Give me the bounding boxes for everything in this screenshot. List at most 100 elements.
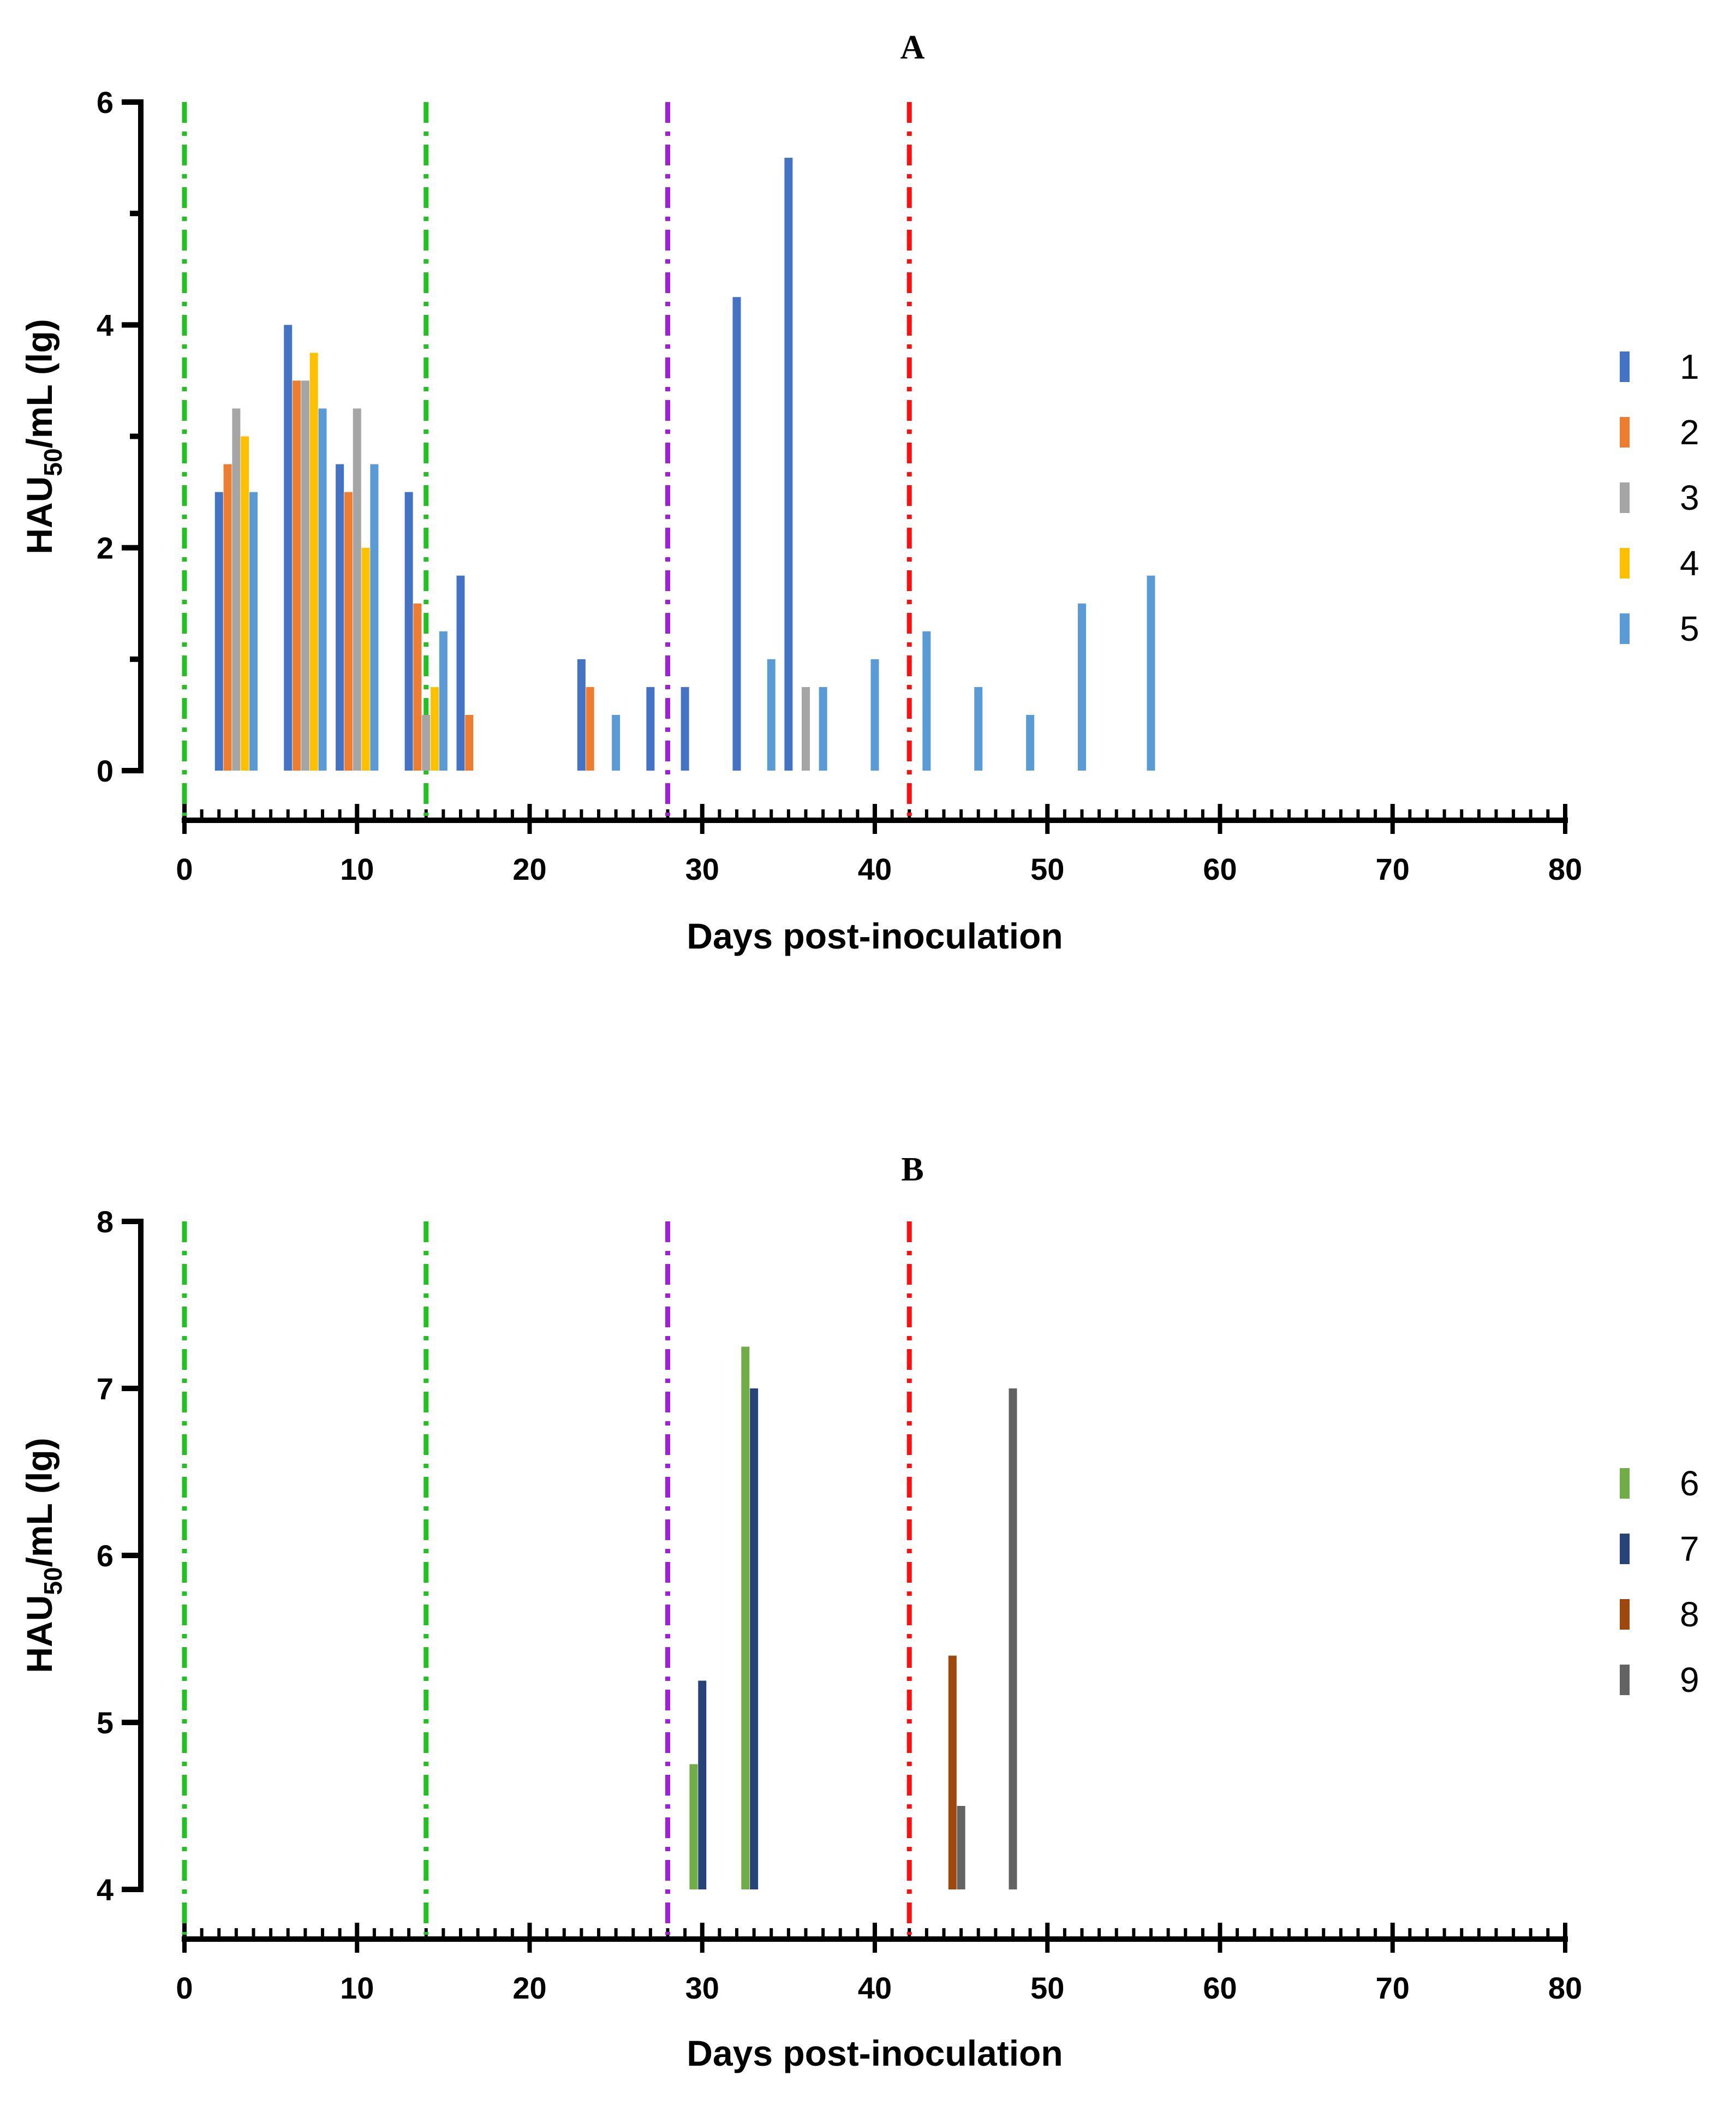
bar-series-5	[1147, 575, 1155, 771]
x-tick-label: 70	[1376, 1971, 1410, 2005]
chart-title: A	[900, 29, 925, 66]
x-tick-label: 0	[176, 1971, 193, 2005]
bar-series-2	[586, 687, 594, 771]
legend-swatch-6	[1620, 1468, 1630, 1499]
bar-series-3	[301, 380, 309, 771]
legend-swatch-5	[1620, 613, 1630, 644]
bar-series-6	[689, 1764, 698, 1889]
y-tick-label: 8	[97, 1204, 114, 1239]
bar-series-1	[284, 325, 293, 771]
bar-series-5	[439, 631, 448, 771]
bar-series-4	[241, 436, 249, 771]
bar-series-2	[344, 492, 353, 771]
y-axis-label: HAU50/mL (lg)	[19, 1438, 67, 1673]
bar-series-1	[577, 659, 586, 771]
x-tick-label: 80	[1548, 852, 1582, 886]
bar-series-5	[1026, 714, 1035, 771]
y-axis-label-rest: /mL (lg)	[19, 1438, 59, 1567]
legend-swatch-4	[1620, 548, 1630, 579]
bar-series-5	[819, 687, 827, 771]
x-tick-label: 20	[512, 1971, 546, 2005]
legend-label: 3	[1680, 478, 1699, 517]
bar-series-1	[336, 464, 344, 771]
y-tick-label: 6	[97, 85, 114, 120]
x-tick-label: 10	[340, 852, 374, 886]
legend-label: 5	[1680, 609, 1699, 648]
y-axis-label-main: HAU	[19, 476, 59, 554]
panel-a: A 0 2 4 6 HAU50/mL (lg) 0 10 20 30 40 50 60 70 80 Days …	[19, 29, 1699, 956]
legend-label: 9	[1680, 1660, 1699, 1699]
bar-series-5	[767, 659, 775, 771]
legend-label: 2	[1680, 413, 1699, 452]
bar-series-3	[232, 408, 241, 771]
x-tick-label: 0	[176, 852, 193, 886]
bar-series-2	[413, 603, 422, 771]
y-tick-label: 4	[97, 308, 114, 342]
y-axis-label-main: HAU	[19, 1595, 59, 1673]
bar-series-1	[214, 492, 223, 771]
legend-label: 4	[1680, 544, 1699, 583]
bar-series-7	[698, 1680, 707, 1889]
x-tick-label: 20	[512, 852, 546, 886]
bar-series-3	[422, 714, 431, 771]
legend-swatch-3	[1620, 482, 1630, 513]
y-axis-label-sub: 50	[39, 448, 67, 476]
y-tick-label: 7	[97, 1371, 114, 1406]
bar-series-9	[957, 1806, 965, 1889]
bar-series-2	[293, 380, 301, 771]
bar-series-6	[741, 1346, 750, 1889]
bar-series-3	[802, 687, 810, 771]
bar-series-2	[465, 714, 474, 771]
bar-series-1	[404, 492, 413, 771]
x-axis-label: Days post-inoculation	[687, 916, 1063, 956]
bar-series-5	[870, 659, 879, 771]
legend-swatch-1	[1620, 351, 1630, 382]
x-tick-label: 40	[858, 1971, 892, 2005]
legend-label: 6	[1680, 1464, 1699, 1503]
bar-series-8	[948, 1655, 957, 1889]
y-axis-label: HAU50/mL (lg)	[19, 319, 67, 554]
bar-series-5	[370, 464, 379, 771]
bar-series-5	[1078, 603, 1086, 771]
legend-label: 7	[1680, 1529, 1699, 1569]
y-tick-label: 2	[97, 531, 114, 565]
bar-series-2	[223, 464, 232, 771]
bar-series-7	[750, 1388, 759, 1889]
bar-series-4	[361, 547, 370, 771]
x-tick-label: 10	[340, 1971, 374, 2005]
x-tick-label: 50	[1030, 1971, 1064, 2005]
bar-series-9	[1009, 1388, 1017, 1889]
bar-series-1	[681, 687, 689, 771]
legend-swatch-2	[1620, 417, 1630, 448]
bar-series-5	[974, 687, 983, 771]
bar-series-3	[353, 408, 361, 771]
y-tick-label: 6	[97, 1538, 114, 1573]
x-tick-label: 60	[1203, 1971, 1237, 2005]
legend-label: 1	[1680, 347, 1699, 386]
bar-series-5	[318, 408, 327, 771]
x-tick-label: 40	[858, 852, 892, 886]
x-tick-label: 30	[685, 1971, 719, 2005]
bar-series-4	[431, 687, 439, 771]
legend-label: 8	[1680, 1595, 1699, 1634]
chart-title: B	[901, 1151, 923, 1188]
y-tick-label: 5	[97, 1706, 114, 1740]
x-tick-label: 80	[1548, 1971, 1582, 2005]
bar-series-5	[612, 714, 621, 771]
y-tick-label: 4	[97, 1873, 114, 1907]
x-tick-label: 70	[1376, 852, 1410, 886]
bar-series-1	[456, 575, 465, 771]
y-tick-label: 0	[97, 754, 114, 788]
bar-series-1	[784, 158, 793, 771]
bar-series-5	[922, 631, 931, 771]
x-tick-label: 30	[685, 852, 719, 886]
legend-swatch-9	[1620, 1665, 1630, 1695]
bar-series-1	[646, 687, 655, 771]
bar-series-1	[732, 297, 741, 771]
bar-series-5	[249, 492, 258, 771]
legend-swatch-7	[1620, 1534, 1630, 1564]
y-axis-label-sub: 50	[39, 1567, 67, 1595]
x-tick-label: 60	[1203, 852, 1237, 886]
